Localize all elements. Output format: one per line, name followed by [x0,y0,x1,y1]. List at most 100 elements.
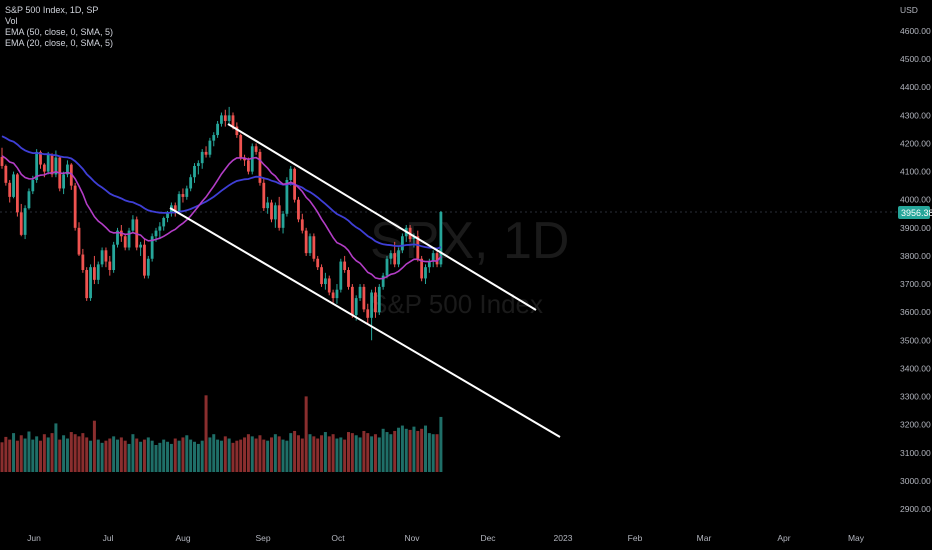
volume-bar [308,434,312,472]
candle-body [385,258,389,276]
candle-body [69,164,73,186]
volume-bar [331,434,335,472]
volume-bar [58,439,62,472]
ema-50-line [1,135,442,250]
volume-bar [416,430,420,472]
legend-volume[interactable]: Vol [5,16,18,26]
volume-bar [281,439,285,472]
volume-bar [92,420,96,472]
volume-bar [258,435,262,472]
candle-body [377,286,381,313]
candle-body [324,278,327,285]
candle-body [100,250,104,265]
upper-channel-line[interactable] [227,123,537,311]
x-tick-label: Sep [255,533,270,543]
candle-body [354,298,358,315]
lower-channel-line[interactable] [169,207,561,438]
candle-body [289,168,293,181]
volume-bar [358,437,362,472]
candle-body [401,236,404,251]
legend-ema20[interactable]: EMA (20, close, 0, SMA, 5) [5,38,114,48]
candle-body [320,267,323,285]
x-tick-label: Dec [480,533,496,543]
volume-bar [323,432,327,472]
volume-bar [327,436,331,472]
candle-body [343,261,347,270]
legend-ema50[interactable]: EMA (50, close, 0, SMA, 5) [5,27,114,37]
y-tick-label: 4500.00 [900,54,931,64]
y-tick-label: 3900.00 [900,223,931,233]
volume-bar [377,437,381,472]
volume-bar [431,434,435,472]
watermark-name: S&P 500 Index [370,289,543,319]
candle-body [362,286,366,310]
volume-bar [335,438,339,472]
volume-bar [119,437,123,472]
legend-title[interactable]: S&P 500 Index, 1D, SP [5,5,99,15]
volume-bar [162,439,166,472]
candle-body [262,182,266,209]
volume-bar [169,443,173,472]
volume-bar [347,432,350,472]
candle-body [139,244,142,248]
volume-bar [100,442,104,472]
y-tick-label: 3100.00 [900,448,931,458]
price-axis[interactable]: 4600.00 4500.00 4400.00 4300.00 4200.00 4100.… [900,26,931,514]
candle-body [42,164,46,172]
candle-body [54,157,58,175]
candle-body [381,275,385,287]
candle-body [374,292,377,313]
candle-body [285,180,289,214]
candle-body [39,151,42,165]
volume-bar [50,433,54,472]
volume-bar [112,436,116,472]
volume-bar [139,441,143,472]
candle-body [166,212,169,218]
candle-body [247,160,250,172]
y-tick-label: 3700.00 [900,279,931,289]
volume-bar [158,442,162,472]
candle-body [96,264,100,280]
candle-body [223,115,227,121]
volume-bar [108,438,112,472]
x-tick-label: Nov [404,533,420,543]
volume-bar [300,438,304,472]
y-tick-label: 4400.00 [900,82,931,92]
time-axis[interactable]: Jun Jul Aug Sep Oct Nov Dec 2023 Feb Mar Apr May [27,533,865,543]
volume-bar [389,434,393,472]
candle-body [273,205,277,220]
candle-body [93,267,96,280]
candle-body [312,236,316,259]
y-tick-label: 4600.00 [900,26,931,36]
candle-body [370,292,373,318]
volume-bar [354,435,358,472]
candle-body [416,236,420,259]
volume-bar [131,434,135,472]
candle-body [27,191,31,209]
candle-body [16,174,19,213]
volume-bar [373,434,377,472]
candle-body [200,151,204,164]
volume-bar [154,445,158,472]
x-tick-label: Aug [175,533,190,543]
y-tick-label: 3200.00 [900,420,931,430]
candle-body [335,289,339,299]
candle-body [439,211,443,265]
volume-bar [339,437,343,472]
candle-body [173,205,177,211]
candle-body [62,174,65,189]
candle-body [412,236,416,240]
volume-bar [4,436,8,472]
candle-body [146,258,150,276]
volume-bar [69,432,73,472]
volume-bar [173,438,177,472]
x-tick-label: Jul [103,533,114,543]
volume-bar [316,438,320,472]
volume-bar [381,428,385,472]
volume-bar [0,442,4,472]
candle-body [162,217,166,227]
x-tick-label: Feb [628,533,643,543]
chart-legend: S&P 500 Index, 1D, SP Vol EMA (50, close… [5,5,113,49]
candle-body [254,146,258,152]
